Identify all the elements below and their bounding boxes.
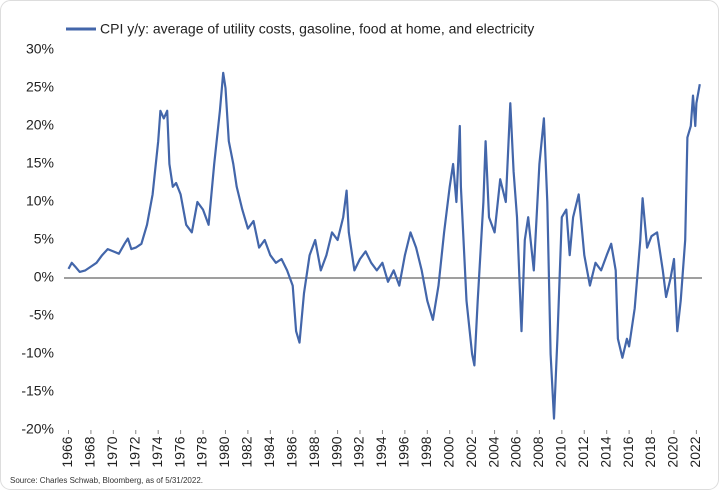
y-tick-label: 10% bbox=[26, 193, 54, 209]
x-tick-label: 2000 bbox=[440, 436, 456, 467]
x-tick-label: 1978 bbox=[194, 436, 210, 467]
source-note: Source: Charles Schwab, Bloomberg, as of… bbox=[10, 476, 203, 485]
x-tick-label: 1996 bbox=[396, 436, 412, 467]
x-tick-label: 2008 bbox=[530, 436, 546, 467]
x-tick-label: 2018 bbox=[642, 436, 658, 467]
x-tick-label: 1982 bbox=[239, 436, 255, 467]
x-tick-label: 1970 bbox=[104, 436, 120, 467]
y-tick-label: -20% bbox=[21, 421, 54, 437]
x-tick-label: 1986 bbox=[283, 436, 299, 467]
x-tick-label: 1976 bbox=[171, 436, 187, 467]
x-tick-label: 1974 bbox=[149, 436, 165, 467]
x-tick-label: 1968 bbox=[82, 436, 98, 467]
y-tick-label: 30% bbox=[26, 41, 54, 57]
x-tick-label: 2012 bbox=[575, 436, 591, 467]
x-tick-label: 2022 bbox=[687, 436, 703, 467]
x-tick-label: 2016 bbox=[620, 436, 636, 467]
x-tick-label: 1992 bbox=[351, 436, 367, 467]
y-tick-label: 15% bbox=[26, 155, 54, 171]
x-tick-label: 1980 bbox=[216, 436, 232, 467]
x-tick-label: 2020 bbox=[665, 436, 681, 467]
x-tick-label: 1972 bbox=[126, 436, 142, 467]
series-line bbox=[67, 71, 701, 420]
y-tick-label: -10% bbox=[21, 345, 54, 361]
x-tick-label: 2010 bbox=[553, 436, 569, 467]
x-tick-label: 2002 bbox=[463, 436, 479, 467]
x-tick-label: 1988 bbox=[306, 436, 322, 467]
x-tick-label: 2004 bbox=[485, 436, 501, 467]
x-tick-label: 1966 bbox=[59, 436, 75, 467]
y-tick-label: -15% bbox=[21, 383, 54, 399]
x-tick-label: 1984 bbox=[261, 436, 277, 467]
x-tick-label: 1990 bbox=[328, 436, 344, 467]
x-tick-label: 2006 bbox=[508, 436, 524, 467]
x-tick-label: 1994 bbox=[373, 436, 389, 467]
legend-label: CPI y/y: average of utility costs, gasol… bbox=[100, 21, 534, 37]
y-tick-label: 5% bbox=[34, 231, 54, 247]
y-tick-label: 0% bbox=[34, 269, 54, 285]
y-tick-label: -5% bbox=[29, 307, 54, 323]
y-tick-label: 25% bbox=[26, 79, 54, 95]
x-tick-label: 1998 bbox=[418, 436, 434, 467]
x-tick-label: 2014 bbox=[597, 436, 613, 467]
y-tick-label: 20% bbox=[26, 117, 54, 133]
